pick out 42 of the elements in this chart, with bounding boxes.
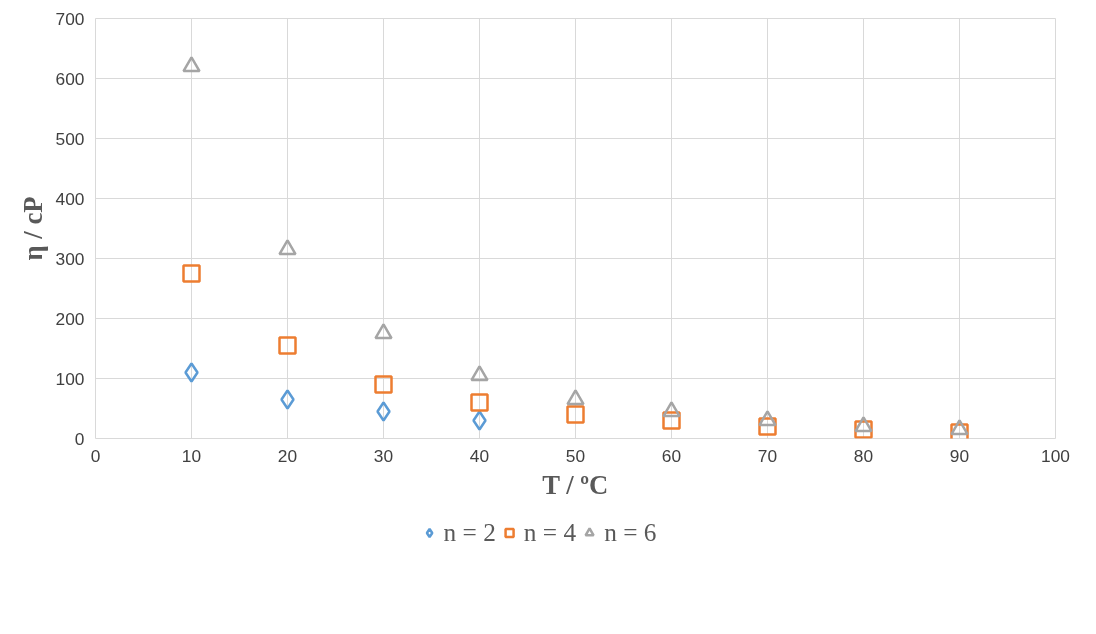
point [470,365,489,382]
x-tick-label: 10 [181,445,202,466]
y-tick-label: 400 [55,188,85,209]
point [182,56,201,73]
y-tick-label: 100 [55,368,85,389]
point [182,264,201,283]
x-tick-label: 100 [1041,445,1070,466]
legend-label: n = 6 [604,517,657,547]
x-axis-title: T / ºC [542,469,609,500]
x-tick-label: 30 [373,445,394,466]
point [280,389,295,410]
y-tick-label: 700 [55,8,85,29]
point [374,375,393,394]
y-tick-label: 200 [55,308,85,329]
point [278,336,297,355]
point [854,416,873,433]
point [566,405,585,424]
point [662,401,681,418]
point [184,362,199,383]
y-tick-label: 0 [74,428,85,449]
legend-label: n = 2 [443,517,496,547]
x-tick-label: 60 [661,445,682,466]
point [374,323,393,340]
x-tick-label: 40 [469,445,490,466]
point [376,401,391,422]
point [758,410,777,427]
y-tick-label: 600 [55,68,85,89]
x-tick-label: 90 [949,445,970,466]
point [566,389,585,406]
y-tick-label: 500 [55,128,85,149]
point [278,239,297,256]
x-tick-label: 50 [565,445,586,466]
x-tick-label: 80 [853,445,874,466]
x-tick-label: 20 [277,445,298,466]
x-tick-label: 70 [757,445,778,466]
x-tick-label: 0 [90,445,101,466]
point [470,393,489,412]
point [950,419,969,436]
legend-label: n = 4 [523,517,577,547]
y-tick-label: 300 [55,248,85,269]
point [472,410,487,431]
y-axis-title: η / cP [17,196,48,261]
